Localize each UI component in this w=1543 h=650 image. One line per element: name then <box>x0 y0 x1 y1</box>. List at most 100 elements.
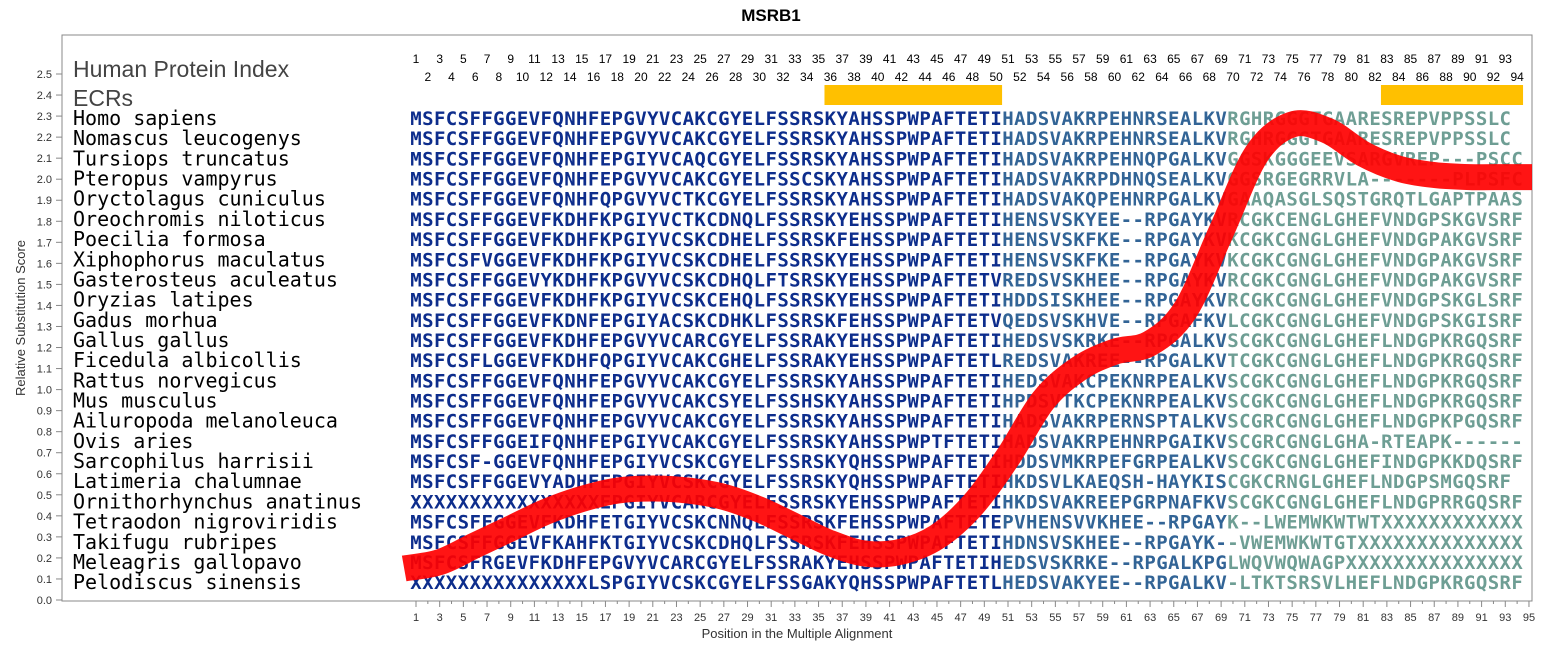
residue: F <box>837 512 848 534</box>
residue: E <box>1346 471 1357 493</box>
residue: D <box>1026 310 1037 332</box>
residue: R <box>1144 532 1156 554</box>
residue: G <box>623 370 634 392</box>
residue: C <box>706 108 717 130</box>
residue: K <box>694 169 706 191</box>
residue: G <box>1334 209 1345 231</box>
top-position-number: 2 <box>424 70 431 84</box>
residue: V <box>1476 229 1487 251</box>
residue: D <box>1026 572 1037 594</box>
residue: G <box>1168 572 1179 594</box>
residue: I <box>990 189 1001 211</box>
residue: S <box>1215 471 1226 493</box>
residue: F <box>541 249 552 271</box>
residue: Y <box>647 391 659 413</box>
residue: S <box>1488 572 1499 594</box>
residue: C <box>446 350 457 372</box>
residue: P <box>896 310 907 332</box>
residue: P <box>1429 249 1440 271</box>
x-tick-label: 19 <box>623 612 635 624</box>
residue: E <box>1168 128 1179 150</box>
residue: N <box>1298 209 1309 231</box>
residue: V <box>1215 391 1226 413</box>
residue: E <box>742 189 753 211</box>
residue: F <box>943 431 954 453</box>
residue: P <box>1097 431 1108 453</box>
residue: H <box>860 108 871 130</box>
residue: G <box>1417 290 1428 312</box>
residue: M <box>410 411 421 433</box>
residue: H <box>1002 290 1013 312</box>
residue: S <box>1227 370 1238 392</box>
residue: E <box>600 310 611 332</box>
residue: S <box>1038 189 1049 211</box>
residue: S <box>777 552 788 574</box>
top-position-number: 5 <box>460 52 467 66</box>
residue: C <box>446 431 457 453</box>
residue: G <box>1464 330 1475 352</box>
residue: V <box>635 269 646 291</box>
residue: V <box>529 451 540 473</box>
residue: G <box>505 148 516 170</box>
residue: - <box>1227 532 1238 554</box>
residue: Y <box>837 391 849 413</box>
residue: E <box>517 169 528 191</box>
residue: E <box>742 229 753 251</box>
residue: C <box>706 350 717 372</box>
residue: F <box>469 310 480 332</box>
residue: K <box>1204 128 1216 150</box>
residue: N <box>564 148 575 170</box>
residue: D <box>1405 491 1416 513</box>
residue: S <box>458 148 469 170</box>
residue: P <box>612 169 623 191</box>
top-position-number: 22 <box>658 70 672 84</box>
residue: F <box>576 552 587 574</box>
residue: Q <box>552 148 563 170</box>
residue: L <box>754 431 765 453</box>
residue: M <box>1440 471 1451 493</box>
residue: Y <box>647 169 659 191</box>
residue: F <box>765 249 776 271</box>
y-tick-label: 0.1 <box>37 574 52 586</box>
residue: Y <box>837 370 849 392</box>
top-position-number: 29 <box>741 52 755 66</box>
residue: K <box>813 552 825 574</box>
residue: Y <box>647 411 659 433</box>
residue: S <box>872 411 883 433</box>
residue: S <box>872 108 883 130</box>
residue: E <box>588 552 599 574</box>
residue: V <box>659 532 670 554</box>
residue: F <box>588 269 599 291</box>
residue: D <box>1405 391 1416 413</box>
residue: E <box>1097 491 1108 513</box>
residue: P <box>919 310 930 332</box>
residue: P <box>1097 370 1108 392</box>
residue: K <box>825 471 837 493</box>
residue: E <box>1357 370 1368 392</box>
residue: P <box>612 411 623 433</box>
residue: D <box>1014 532 1025 554</box>
top-position-number: 59 <box>1096 52 1110 66</box>
residue: F <box>469 512 480 534</box>
residue: H <box>1109 512 1120 534</box>
residue: G <box>1286 229 1297 251</box>
residue: R <box>1500 249 1512 271</box>
residue: P <box>1429 310 1440 332</box>
residue: V <box>1429 128 1440 150</box>
residue: V <box>1050 471 1061 493</box>
residue: K <box>1204 189 1216 211</box>
residue: S <box>458 108 469 130</box>
residue: R <box>801 431 813 453</box>
residue: C <box>1275 229 1286 251</box>
residue: C <box>1275 310 1286 332</box>
residue: A <box>1251 189 1263 211</box>
x-tick-label: 21 <box>647 612 659 624</box>
residue: V <box>481 249 492 271</box>
residue: L <box>1476 290 1487 312</box>
residue: L <box>1192 148 1203 170</box>
residue: E <box>1097 572 1108 594</box>
x-tick-label: 51 <box>1002 612 1014 624</box>
score-line <box>401 110 1532 582</box>
residue: A <box>1357 169 1369 191</box>
residue: S <box>422 330 433 352</box>
